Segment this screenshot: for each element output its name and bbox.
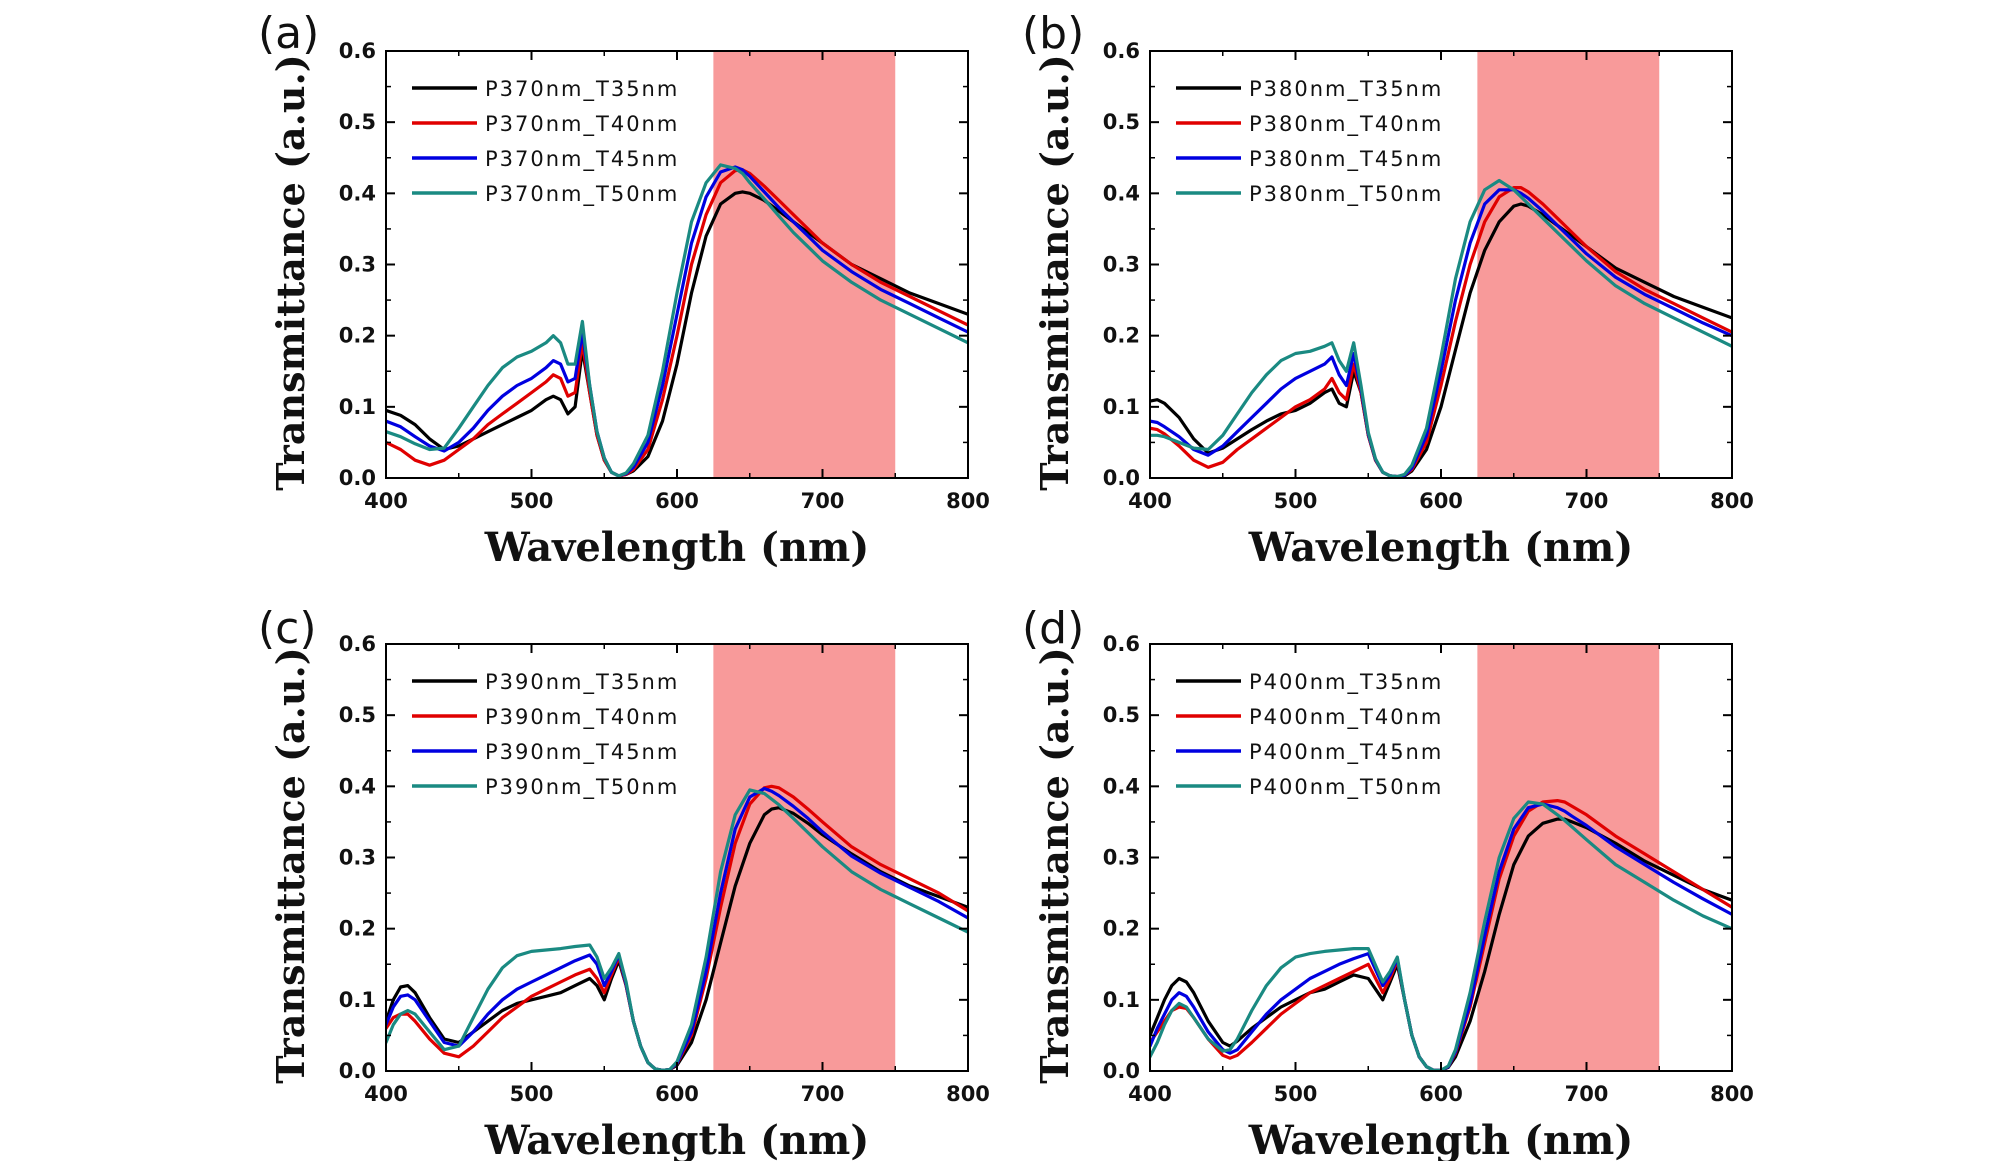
y-tick-label: 0.2 <box>1103 324 1140 348</box>
shaded-band <box>713 51 896 478</box>
y-tick-label: 0.0 <box>1103 466 1140 490</box>
y-tick-label: 0.0 <box>1103 1059 1140 1083</box>
chart-panel-1: 0.0 0.1 0.2 0.3 0.4 0.5 0.6 400 500 600 700 800 Wave… <box>1022 8 1754 571</box>
y-tick-label: 0.2 <box>1103 917 1140 941</box>
series-line-3 <box>386 788 968 1071</box>
y-tick-label: 0.0 <box>339 466 376 490</box>
x-tick-label: 800 <box>946 1082 990 1106</box>
chart-panel-3: 0.0 0.1 0.2 0.3 0.4 0.5 0.6 400 500 600 700 800 Wave… <box>1022 603 1754 1161</box>
y-tick-label: 0.6 <box>339 39 376 63</box>
x-axis-title: Wavelength (nm) <box>1248 1117 1634 1161</box>
legend-label-1: P390nm_T40nm <box>485 705 679 730</box>
y-axis-title: Transmittance (a.u.) <box>1032 647 1077 1083</box>
chart-panel-2: 0.0 0.1 0.2 0.3 0.4 0.5 0.6 400 500 600 700 800 Wave… <box>258 603 990 1161</box>
y-axis-title: Transmittance (a.u.) <box>268 647 313 1083</box>
x-tick-label: 700 <box>1565 1082 1609 1106</box>
x-tick-label: 400 <box>364 1082 408 1106</box>
legend-label-0: P380nm_T35nm <box>1249 77 1443 102</box>
y-tick-label: 0.1 <box>339 395 376 419</box>
y-axis-title: Transmittance (a.u.) <box>1032 54 1077 490</box>
x-tick-label: 400 <box>1128 489 1172 513</box>
legend-label-2: P380nm_T45nm <box>1249 147 1443 172</box>
y-tick-label: 0.4 <box>1103 181 1140 205</box>
legend-label-3: P400nm_T50nm <box>1249 775 1443 800</box>
x-tick-label: 800 <box>946 489 990 513</box>
legend-label-1: P400nm_T40nm <box>1249 705 1443 730</box>
legend-label-0: P390nm_T35nm <box>485 670 679 695</box>
y-tick-label: 0.6 <box>339 632 376 656</box>
legend-label-3: P390nm_T50nm <box>485 775 679 800</box>
x-axis-title: Wavelength (nm) <box>1248 524 1634 571</box>
legend-label-1: P380nm_T40nm <box>1249 112 1443 137</box>
y-tick-label: 0.2 <box>339 917 376 941</box>
series-line-3 <box>1150 800 1732 1071</box>
legend-label-0: P370nm_T35nm <box>485 77 679 102</box>
chart-panel-0: 0.0 0.1 0.2 0.3 0.4 0.5 0.6 400 500 600 700 800 Wave… <box>258 8 990 571</box>
y-tick-label: 0.6 <box>1103 39 1140 63</box>
panel-label: (c) <box>258 603 317 654</box>
y-tick-label: 0.1 <box>339 988 376 1012</box>
y-tick-label: 0.3 <box>1103 846 1140 870</box>
legend-label-1: P370nm_T40nm <box>485 112 679 137</box>
legend-label-2: P390nm_T45nm <box>485 740 679 765</box>
x-tick-label: 600 <box>1419 1082 1463 1106</box>
y-tick-label: 0.4 <box>339 774 376 798</box>
x-tick-label: 500 <box>1274 1082 1318 1106</box>
x-tick-label: 600 <box>655 489 699 513</box>
panel-label: (a) <box>258 8 319 59</box>
legend-label-2: P370nm_T45nm <box>485 147 679 172</box>
y-tick-label: 0.4 <box>1103 774 1140 798</box>
y-tick-label: 0.6 <box>1103 632 1140 656</box>
series-line-3 <box>1150 178 1732 478</box>
x-tick-label: 700 <box>801 1082 845 1106</box>
panel-label: (d) <box>1022 603 1084 654</box>
y-tick-label: 0.1 <box>1103 988 1140 1012</box>
y-tick-label: 0.1 <box>1103 395 1140 419</box>
legend-label-3: P380nm_T50nm <box>1249 182 1443 207</box>
x-tick-label: 800 <box>1710 489 1754 513</box>
y-tick-label: 0.3 <box>339 846 376 870</box>
y-tick-label: 0.4 <box>339 181 376 205</box>
x-axis-title: Wavelength (nm) <box>484 524 870 571</box>
x-axis-title: Wavelength (nm) <box>484 1117 870 1161</box>
x-tick-label: 500 <box>1274 489 1318 513</box>
y-tick-label: 0.2 <box>339 324 376 348</box>
y-tick-label: 0.5 <box>1103 110 1140 134</box>
x-tick-label: 600 <box>655 1082 699 1106</box>
x-tick-label: 500 <box>510 489 554 513</box>
y-tick-label: 0.5 <box>1103 703 1140 727</box>
y-tick-label: 0.0 <box>339 1059 376 1083</box>
x-tick-label: 700 <box>801 489 845 513</box>
y-tick-label: 0.5 <box>339 110 376 134</box>
y-axis-title: Transmittance (a.u.) <box>268 54 313 490</box>
x-tick-label: 500 <box>510 1082 554 1106</box>
panel-label: (b) <box>1022 8 1084 59</box>
x-tick-label: 800 <box>1710 1082 1754 1106</box>
x-tick-label: 700 <box>1565 489 1609 513</box>
shaded-band <box>1477 51 1660 478</box>
y-tick-label: 0.3 <box>339 253 376 277</box>
legend-label-0: P400nm_T35nm <box>1249 670 1443 695</box>
legend-label-3: P370nm_T50nm <box>485 182 679 207</box>
x-tick-label: 600 <box>1419 489 1463 513</box>
x-tick-label: 400 <box>1128 1082 1172 1106</box>
x-tick-label: 400 <box>364 489 408 513</box>
y-tick-label: 0.5 <box>339 703 376 727</box>
y-tick-label: 0.3 <box>1103 253 1140 277</box>
legend-label-2: P400nm_T45nm <box>1249 740 1443 765</box>
series-line-3 <box>386 163 968 478</box>
